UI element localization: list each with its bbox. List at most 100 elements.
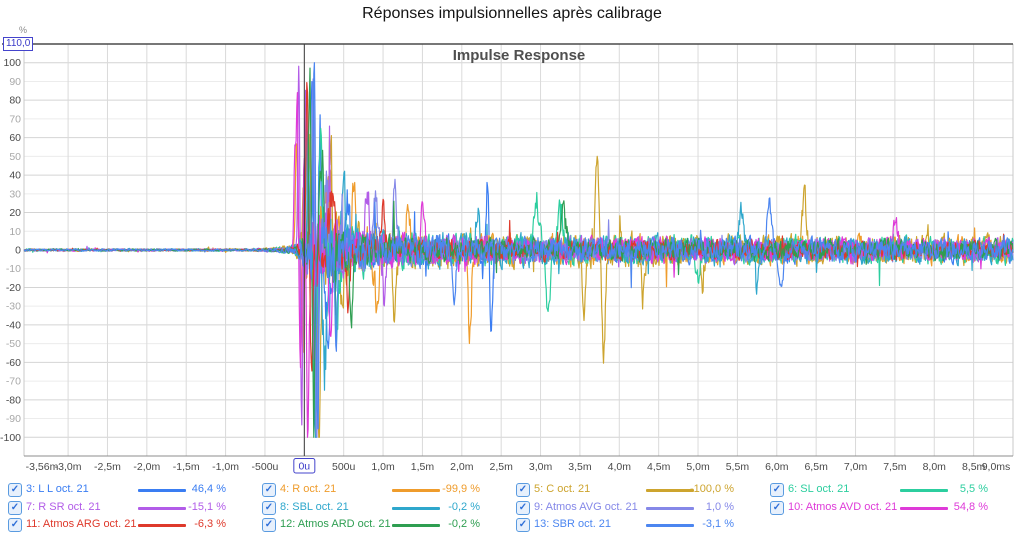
cursor-position-label[interactable]: 0u [298,461,310,473]
y-axis-max-box[interactable]: 110,0 [3,37,34,51]
impulse-response-chart: -100-90-80-70-60-50-40-30-20-10010203040… [0,43,1014,474]
legend-value-3: 46,4 % [191,483,226,495]
y-tick-label: 70 [9,113,21,125]
trace-6-sl [24,127,1014,409]
legend-checkbox-3[interactable]: ✓ [8,483,22,497]
y-tick-label: -30 [6,301,21,313]
legend-checkbox-10[interactable]: ✓ [770,500,784,515]
trace-8-sbl [23,127,1014,438]
legend-label-6[interactable]: 6: SL oct. 21 [788,483,850,495]
legend-item-9: ✓ 9: Atmos AVG oct. 21 1,0 % [510,500,756,516]
x-tick-label: 500u [332,461,356,473]
y-tick-label: -50 [6,338,21,350]
legend: ✓ 3: L L oct. 21 46,4 % ✓ 4: R oct. 21 -99,9 … [0,482,1024,540]
x-tick-label: 2,5m [490,461,514,473]
chart-title: Impulse Response [453,47,586,64]
x-tick-label: 4,5m [647,461,671,473]
legend-label-12[interactable]: 12: Atmos ARD oct. 21 [280,518,391,530]
legend-label-13[interactable]: 13: SBR oct. 21 [534,518,612,530]
legend-label-3[interactable]: 3: L L oct. 21 [26,483,89,495]
y-tick-label: -40 [6,319,21,331]
y-tick-label: 10 [9,226,21,238]
legend-checkbox-9[interactable]: ✓ [516,500,530,515]
legend-label-8[interactable]: 8: SBL oct. 21 [280,500,349,513]
y-tick-label: 40 [9,170,21,182]
y-tick-label: -20 [6,282,21,294]
x-tick-label: -500u [252,461,279,473]
legend-value-8: -0,2 % [448,500,480,513]
legend-item-5: ✓ 5: C oct. 21 -100,0 % [510,482,756,498]
legend-checkbox-7[interactable]: ✓ [8,500,22,515]
legend-swatch-5 [646,489,694,492]
legend-swatch-7 [138,506,186,510]
x-tick-label: 6,0m [765,461,789,473]
legend-checkbox-5[interactable]: ✓ [516,483,530,497]
y-axis-unit-label: % [19,25,28,35]
y-tick-label: 0 [15,245,21,257]
legend-swatch-8 [392,506,440,510]
legend-swatch-12 [392,524,440,527]
x-tick-label: -3,56m [26,461,59,473]
y-tick-label: 50 [9,151,21,163]
legend-checkbox-6[interactable]: ✓ [770,483,784,497]
x-tick-label: 1,0m [371,461,395,473]
x-tick-label: 7,5m [883,461,907,473]
y-tick-label: -100 [0,432,21,444]
x-tick-label: 5,5m [726,461,750,473]
legend-swatch-3 [138,489,186,492]
x-tick-label: -2,0m [133,461,160,473]
page-title: Réponses impulsionnelles après calibrage [362,5,662,22]
legend-value-9: 1,0 % [705,500,734,513]
traces [23,62,1014,438]
legend-value-13: -3,1 % [702,518,734,530]
trace-10-atmos-avd [23,91,1014,438]
x-tick-label: 4,0m [608,461,632,473]
legend-item-3: ✓ 3: L L oct. 21 46,4 % [2,482,248,498]
y-tick-label: 30 [9,188,21,200]
legend-swatch-10 [900,506,948,510]
x-tick-label: -2,5m [94,461,121,473]
legend-label-10[interactable]: 10: Atmos AVD oct. 21 [788,500,898,513]
x-tick-label: 3,0m [529,461,553,473]
x-tick-label: 5,0m [686,461,710,473]
y-tick-label: -80 [6,394,21,406]
x-tick-label: 7,0m [844,461,868,473]
legend-value-4: -99,9 % [442,483,480,495]
legend-value-12: -0,2 % [448,518,480,530]
legend-label-5[interactable]: 5: C oct. 21 [534,483,591,495]
legend-value-7: -15,1 % [188,500,226,513]
legend-checkbox-4[interactable]: ✓ [262,483,276,497]
cursor-position-box[interactable] [293,458,316,474]
x-tick-label: 9,0ms [982,461,1011,473]
trace-11-atmos-arg [23,81,1014,372]
legend-label-9[interactable]: 9: Atmos AVG oct. 21 [534,500,638,513]
trace-13-sbr [23,62,1014,430]
legend-checkbox-8[interactable]: ✓ [262,500,276,515]
legend-swatch-13 [646,524,694,527]
legend-checkbox-12[interactable]: ✓ [262,518,276,532]
legend-item-7: ✓ 7: R SR oct. 21 -15,1 % [2,500,248,516]
legend-label-11[interactable]: 11: Atmos ARG oct. 21 [26,518,137,530]
legend-item-13: ✓ 13: SBR oct. 21 -3,1 % [510,517,756,533]
legend-swatch-4 [392,489,440,492]
y-tick-label: -10 [6,263,21,275]
x-tick-label: -1,5m [173,461,200,473]
legend-item-8: ✓ 8: SBL oct. 21 -0,2 % [256,500,502,516]
y-tick-label: 20 [9,207,21,219]
legend-swatch-9 [646,506,694,510]
legend-item-4: ✓ 4: R oct. 21 -99,9 % [256,482,502,498]
legend-checkbox-11[interactable]: ✓ [8,518,22,532]
x-tick-label: 8,5m [962,461,986,473]
legend-item-10: ✓ 10: Atmos AVD oct. 21 54,8 % [764,500,1010,516]
y-tick-label: 100 [3,57,21,69]
legend-label-4[interactable]: 4: R oct. 21 [280,483,337,495]
y-tick-label: -90 [6,413,21,425]
legend-checkbox-13[interactable]: ✓ [516,518,530,532]
legend-label-7[interactable]: 7: R SR oct. 21 [26,500,101,513]
legend-item-12: ✓ 12: Atmos ARD oct. 21 -0,2 % [256,517,502,533]
y-tick-label: -60 [6,357,21,369]
x-tick-label: 3,5m [568,461,592,473]
x-tick-label: -1,0m [212,461,239,473]
legend-swatch-6 [900,489,948,492]
